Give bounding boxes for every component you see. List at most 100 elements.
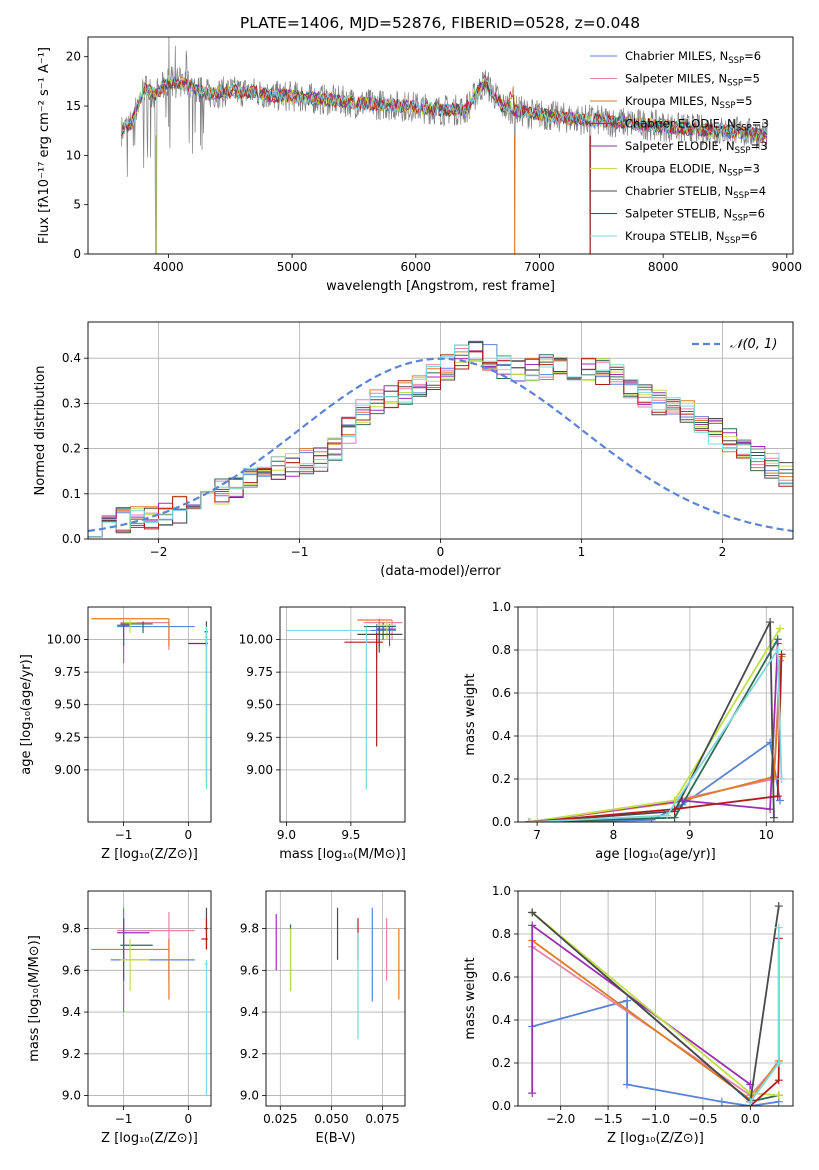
y-tick-label: 15: [66, 99, 81, 113]
legend-text: Chabrier MILES, N: [625, 49, 728, 63]
legend-subscript: SSP: [720, 101, 736, 111]
x-axis-label: Z [log₁₀(Z/Z⊙)]: [101, 847, 198, 862]
legend-label-chabrier-stelib: Chabrier STELIB, NSSP=4: [625, 184, 766, 201]
x-tick-label: 2: [719, 545, 727, 559]
axes-frame: [87, 36, 794, 255]
weight-line-salpeter-elodie: [529, 643, 779, 822]
legend-text: Salpeter ELODIE, N: [625, 139, 735, 153]
y-tick-label: 9.50: [246, 698, 273, 712]
plot-area: [275, 907, 400, 1040]
weight-marker-salpeter-elodie: [528, 1089, 537, 1098]
legend-label-normal: 𝒩(0, 1): [730, 337, 777, 352]
legend-suffix: =6: [744, 49, 761, 63]
y-tick-label: 9.50: [54, 698, 81, 712]
weight-marker-chabrier-miles: [647, 815, 656, 822]
axes-frame: [87, 321, 794, 540]
y-tick-label: 0.0: [62, 532, 81, 546]
legend-text: Kroupa ELODIE, N: [625, 162, 727, 176]
legend-suffix: =5: [735, 94, 752, 108]
x-tick-label: 8000: [648, 260, 679, 274]
x-tick-label: −1: [115, 1112, 133, 1126]
legend-text: Salpeter MILES, N: [625, 72, 727, 86]
y-axis-label: Normed distribution: [33, 366, 48, 496]
legend-suffix: =5: [743, 72, 760, 86]
legend-label-chabrier-miles: Chabrier MILES, NSSP=6: [625, 49, 761, 66]
axes-frame: [517, 890, 794, 1107]
x-tick-label: −1: [291, 545, 309, 559]
legend-suffix: =3: [752, 117, 769, 131]
y-tick-label: 0.8: [492, 643, 511, 657]
histogram-kroupa-stelib: [88, 344, 793, 538]
weight-marker-kroupa-stelib: [662, 811, 671, 820]
y-tick-label: 0.0: [492, 1099, 511, 1113]
legend-label-salpeter-stelib: Salpeter STELIB, NSSP=6: [625, 207, 765, 224]
legend-subscript: SSP: [733, 191, 749, 201]
y-axis-label: mass weight: [463, 957, 478, 1039]
legend-label-salpeter-miles: Salpeter MILES, NSSP=5: [625, 72, 760, 89]
y-tick-label: 9.00: [54, 763, 81, 777]
y-tick-label: 9.75: [54, 665, 81, 679]
mass-vs-ebv-panel: 0.025 0.050 0.075 9.0 9.2 9.4 9.6 9.8 E(B-V): [240, 890, 406, 1146]
weight-marker-chabrier-stelib: [766, 618, 775, 627]
legend-suffix: =4: [749, 184, 766, 198]
weight-marker-kroupa-stelib: [773, 646, 782, 654]
x-tick-label: 9000: [772, 260, 803, 274]
legend-subscript: SSP: [728, 56, 744, 66]
axes-frame: [87, 606, 212, 823]
legend-subscript: SSP: [725, 236, 741, 246]
weight-line-kroupa-miles: [529, 656, 783, 822]
legend-label-kroupa-stelib: Kroupa STELIB, NSSP=6: [625, 229, 757, 246]
legend-text: Chabrier STELIB, N: [625, 184, 733, 198]
y-tick-label: 0.2: [62, 442, 81, 456]
weight-line-kroupa-stelib: [529, 647, 783, 822]
plot-area: [525, 618, 786, 822]
y-tick-label: 9.6: [62, 963, 81, 977]
weight-marker-kroupa-stelib: [774, 1059, 783, 1067]
x-tick-label: 0: [185, 828, 193, 842]
weight-marker-salpeter-stelib: [773, 792, 782, 801]
histogram-salpeter-elodie: [88, 350, 793, 538]
y-tick-label: 0.8: [492, 927, 511, 941]
legend-subscript: SSP: [736, 124, 752, 134]
spectrum-panel: 4000 5000 6000 7000 8000 9000 0 5 10 15 20 waveleng…: [37, 36, 803, 294]
x-axis-label: age [log₁₀(age/yr)]: [595, 847, 716, 862]
weight-marker-salpeter-elodie: [766, 805, 775, 814]
plot-area: [91, 618, 208, 790]
y-tick-label: 0.6: [492, 686, 511, 700]
weight-line-kroupa-elodie: [529, 628, 781, 822]
y-tick-label: 1.0: [492, 884, 511, 898]
weight-marker-salpeter-elodie: [528, 921, 537, 930]
y-tick-label: 0.4: [492, 1013, 511, 1027]
axes-frame: [279, 606, 406, 823]
weight-marker-kroupa-stelib: [777, 775, 786, 783]
x-tick-label: 0.025: [263, 1112, 297, 1126]
legend-subscript: SSP: [732, 214, 748, 224]
x-axis-label: wavelength [Angstrom, rest frame]: [326, 279, 555, 294]
y-tick-label: 9.6: [240, 963, 259, 977]
x-tick-label: 0.0: [741, 1112, 760, 1126]
legend-text: Chabrier ELODIE, N: [625, 117, 736, 131]
weight-marker-chabrier-miles: [717, 1097, 726, 1106]
y-axis-label: mass [log₁₀(M/M⊙)]: [27, 935, 42, 1062]
x-tick-label: 9.0: [277, 828, 296, 842]
legend-subscript: SSP: [727, 169, 743, 179]
y-axis-label: Flux [fλ10⁻¹⁷ erg cm⁻² s⁻¹ A⁻¹]: [37, 47, 52, 244]
weight-marker-salpeter-stelib: [777, 650, 786, 659]
y-tick-label: 9.0: [62, 1089, 81, 1103]
legend-label-kroupa-elodie: Kroupa ELODIE, NSSP=3: [625, 162, 760, 179]
y-tick-label: 9.0: [240, 1089, 259, 1103]
y-tick-label: 9.8: [240, 922, 259, 936]
x-tick-label: 7: [533, 828, 541, 842]
legend-text: Kroupa MILES, N: [625, 94, 720, 108]
x-tick-label: −0.5: [688, 1112, 717, 1126]
histogram-chabrier-stelib: [88, 342, 793, 538]
y-tick-label: 0.2: [492, 772, 511, 786]
x-tick-label: 1: [578, 545, 586, 559]
legend-suffix: =3: [751, 139, 768, 153]
x-tick-label: 6000: [400, 260, 431, 274]
legend-suffix: =6: [740, 229, 757, 243]
weight-line-chabrier-elodie: [529, 638, 779, 822]
weight-line-chabrier-stelib: [529, 621, 775, 822]
normal-distribution-curve: [88, 357, 793, 533]
x-tick-label: −1: [115, 828, 133, 842]
